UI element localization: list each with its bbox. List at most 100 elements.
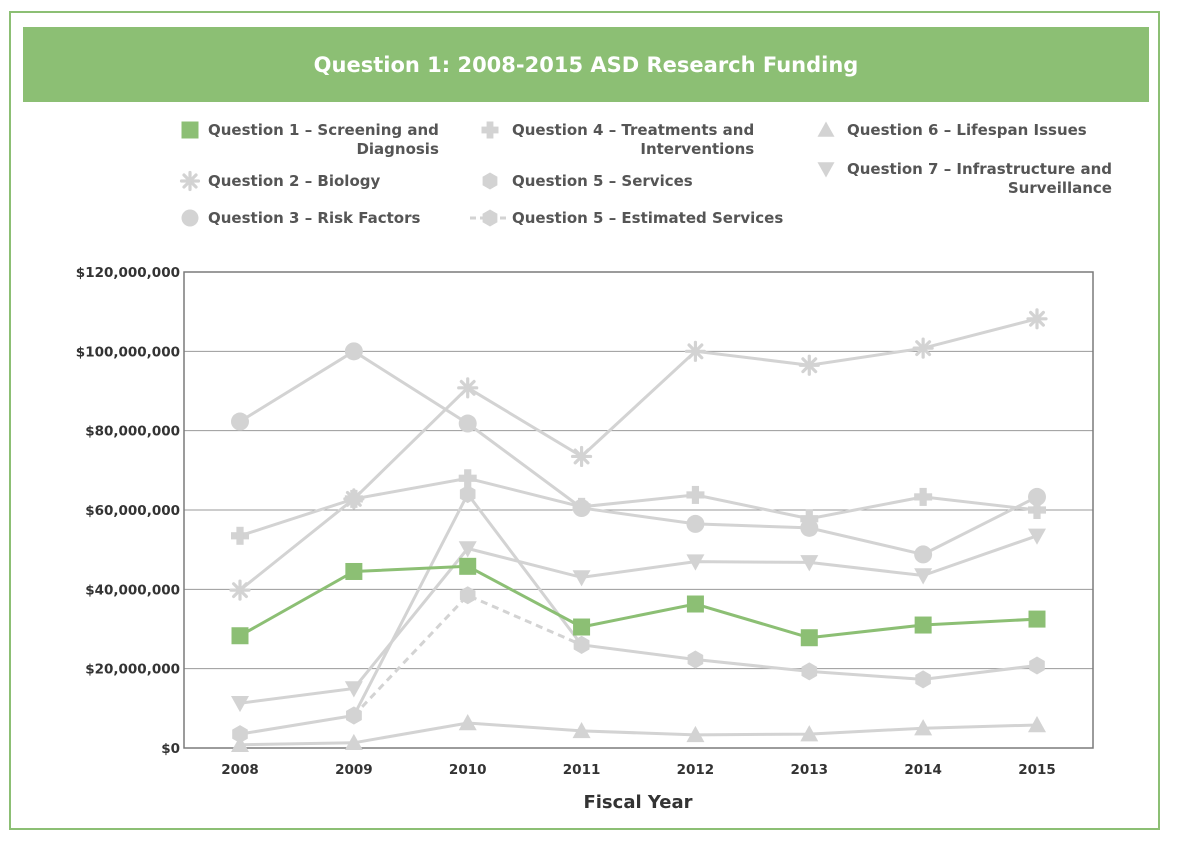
legend-item-q5e: Question 5 – Estimated Services bbox=[470, 209, 783, 227]
y-tick-label: $60,000,000 bbox=[85, 503, 180, 519]
series-line-q2 bbox=[239, 317, 1038, 592]
data-point-q2 bbox=[912, 337, 934, 359]
data-point-q6 bbox=[572, 721, 591, 739]
y-tick-label: $40,000,000 bbox=[85, 582, 180, 598]
data-point-q2 bbox=[229, 579, 251, 601]
legend-label-line2: Interventions bbox=[640, 140, 754, 158]
data-point-q4 bbox=[686, 485, 705, 504]
data-point-q1 bbox=[686, 595, 704, 613]
data-point-q2 bbox=[457, 377, 479, 399]
y-tick-label: $0 bbox=[161, 741, 180, 757]
data-point-q3 bbox=[344, 342, 363, 361]
data-point-q6 bbox=[344, 733, 363, 751]
data-point-q6 bbox=[231, 735, 249, 753]
legend-label: Question 5 – Services bbox=[512, 172, 693, 190]
series-line-q5 bbox=[239, 491, 1038, 736]
data-point-q3 bbox=[914, 545, 933, 564]
x-tick-label: 2009 bbox=[335, 762, 373, 778]
x-tick-label: 2014 bbox=[904, 762, 942, 778]
legend-label: Question 4 – Treatments and bbox=[512, 121, 754, 139]
data-point-q7 bbox=[572, 570, 591, 587]
data-point-q2 bbox=[798, 354, 820, 376]
data-point-q6 bbox=[458, 714, 477, 731]
data-point-q7 bbox=[458, 541, 477, 558]
data-point-q5 bbox=[915, 670, 931, 689]
data-point-q6 bbox=[914, 719, 933, 736]
data-point-q3 bbox=[686, 514, 705, 533]
data-point-q2 bbox=[1026, 308, 1048, 330]
series-line-q1 bbox=[239, 564, 1038, 640]
data-point-q4 bbox=[572, 497, 591, 516]
plot-area bbox=[183, 271, 1094, 749]
series-line-q4 bbox=[239, 476, 1038, 538]
legend-marker-q2 bbox=[179, 170, 201, 192]
legend-marker-q5e bbox=[482, 209, 498, 227]
legend-item-q6: Question 6 – Lifespan Issues bbox=[847, 121, 1087, 139]
data-point-q5 bbox=[1029, 656, 1045, 675]
data-point-q7 bbox=[914, 568, 933, 585]
data-point-q7 bbox=[800, 555, 819, 572]
data-point-q5 bbox=[687, 650, 704, 669]
data-point-q6 bbox=[686, 725, 705, 743]
legend-marker-q7 bbox=[817, 162, 835, 178]
title-banner: Question 1: 2008-2015 ASD Research Fundi… bbox=[23, 27, 1149, 102]
data-point-q3 bbox=[1028, 487, 1046, 506]
y-tick-label: $80,000,000 bbox=[85, 424, 180, 440]
x-axis-title: Fiscal Year bbox=[583, 792, 692, 813]
data-point-q4 bbox=[344, 489, 363, 508]
data-point-q1 bbox=[231, 627, 249, 645]
data-point-q5e bbox=[459, 586, 476, 605]
data-point-q4 bbox=[914, 487, 933, 506]
data-point-q4 bbox=[1028, 501, 1046, 519]
legend-marker-q3 bbox=[181, 209, 199, 227]
legend-marker-q1 bbox=[181, 121, 199, 139]
legend-label: Question 7 – Infrastructure and bbox=[847, 160, 1112, 178]
data-point-q4 bbox=[458, 469, 477, 488]
data-point-q4 bbox=[800, 509, 819, 528]
data-point-q3 bbox=[458, 414, 477, 433]
data-point-q3 bbox=[800, 518, 819, 537]
chart-frame bbox=[9, 11, 1160, 830]
legend-marker-q6 bbox=[817, 121, 835, 137]
chart-title: Question 1: 2008-2015 ASD Research Fundi… bbox=[313, 52, 859, 77]
legend-label-line2: Diagnosis bbox=[356, 140, 439, 158]
x-tick-label: 2008 bbox=[221, 762, 259, 778]
data-point-q3 bbox=[231, 412, 249, 431]
data-point-q7 bbox=[344, 681, 363, 698]
data-point-q5 bbox=[801, 662, 818, 681]
data-point-q2 bbox=[570, 445, 593, 468]
y-tick-label: $120,000,000 bbox=[76, 265, 180, 281]
legend-label: Question 1 – Screening and bbox=[208, 121, 439, 139]
legend-label: Question 2 – Biology bbox=[208, 172, 380, 190]
x-tick-label: 2015 bbox=[1018, 762, 1056, 778]
series-line-q7 bbox=[239, 534, 1038, 705]
data-point-q1 bbox=[800, 629, 818, 647]
legend-marker-q5 bbox=[482, 172, 498, 190]
data-point-q1 bbox=[1028, 610, 1046, 628]
y-tick-label: $100,000,000 bbox=[76, 344, 180, 360]
data-point-q2 bbox=[684, 340, 707, 362]
series-line-q3 bbox=[239, 349, 1038, 556]
data-point-q5 bbox=[232, 725, 248, 744]
data-point-q1 bbox=[914, 616, 932, 634]
x-tick-label: 2010 bbox=[449, 762, 487, 778]
legend-label: Question 3 – Risk Factors bbox=[208, 209, 421, 227]
y-tick-label: $20,000,000 bbox=[85, 662, 180, 678]
x-tick-label: 2012 bbox=[677, 762, 715, 778]
legend-label: Question 6 – Lifespan Issues bbox=[847, 121, 1087, 139]
data-point-q1 bbox=[459, 557, 477, 575]
data-point-q5 bbox=[459, 485, 476, 504]
data-point-q6 bbox=[800, 725, 819, 742]
legend-item-q7: Question 7 – Infrastructure andSurveilla… bbox=[847, 160, 1112, 197]
data-point-q5e bbox=[573, 635, 590, 654]
x-tick-label: 2013 bbox=[790, 762, 828, 778]
data-point-q5e bbox=[346, 706, 362, 725]
legend-label-line2: Surveillance bbox=[1008, 179, 1112, 197]
data-point-q4 bbox=[231, 526, 249, 545]
legend-item-q5: Question 5 – Services bbox=[512, 172, 693, 190]
data-point-q7 bbox=[686, 554, 705, 571]
series-line-q5e bbox=[352, 593, 583, 717]
data-point-q1 bbox=[573, 618, 591, 636]
